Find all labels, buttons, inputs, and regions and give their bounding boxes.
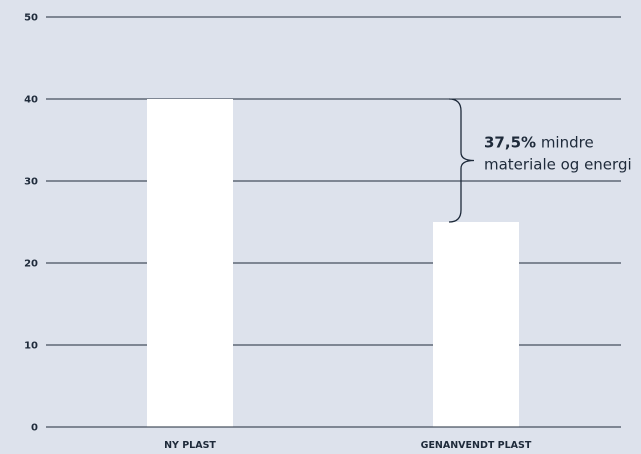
category-labels: NY PLAST GENANVENDT PLAST	[164, 440, 532, 451]
annotation-percent: 37,5%	[484, 134, 536, 152]
annotation-line-1: 37,5% mindre	[484, 134, 594, 152]
x-tick-label-genanvendt-plast: GENANVENDT PLAST	[421, 440, 532, 451]
annotation: 37,5% mindre materiale og energi	[448, 98, 632, 223]
y-tick-label-0: 0	[31, 423, 38, 434]
annotation-line-1-rest: mindre	[536, 134, 594, 152]
y-tick-label-50: 50	[24, 13, 38, 24]
gridlines: 0 10 20 30 40 50	[24, 13, 621, 434]
x-tick-label-ny-plast: NY PLAST	[164, 440, 216, 451]
brace-icon	[448, 98, 475, 223]
bar-genanvendt-plast	[433, 222, 519, 427]
bar-ny-plast	[147, 99, 233, 427]
bars	[46, 99, 621, 428]
y-tick-label-20: 20	[24, 259, 38, 270]
y-tick-label-30: 30	[24, 177, 38, 188]
annotation-line-2: materiale og energi	[484, 156, 632, 174]
y-tick-label-40: 40	[24, 95, 38, 106]
y-tick-label-10: 10	[24, 341, 38, 352]
